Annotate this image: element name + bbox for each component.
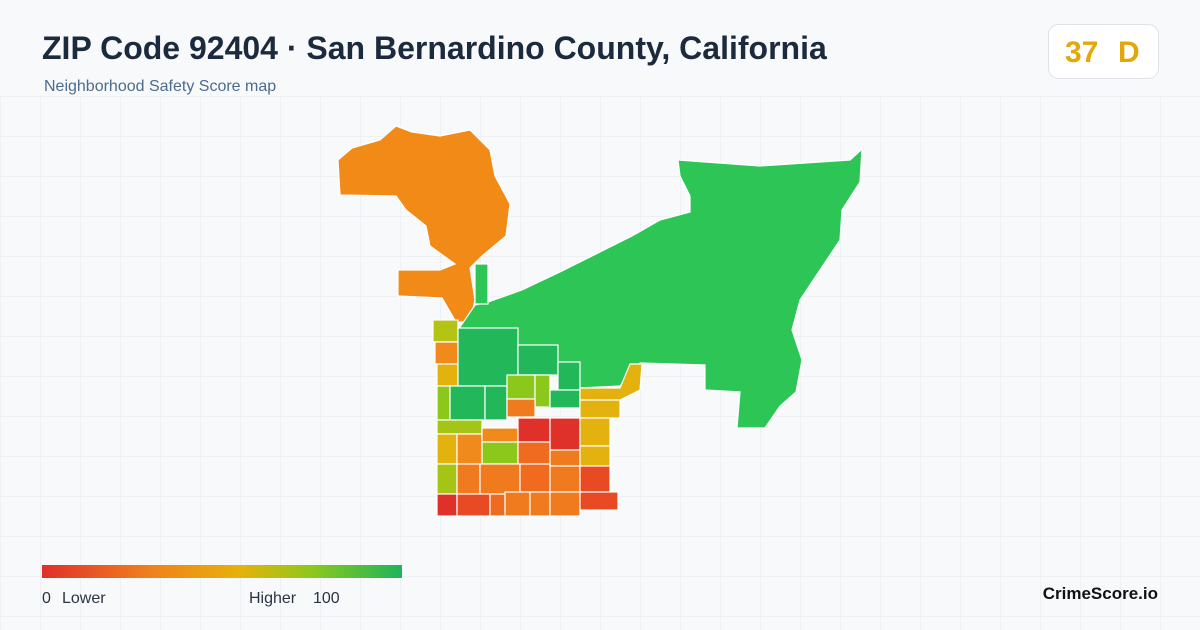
region <box>481 441 519 465</box>
region <box>436 363 459 387</box>
region <box>484 385 508 421</box>
score-value: 37 <box>1065 36 1098 69</box>
legend-min: 0 <box>42 590 51 607</box>
region <box>517 417 551 443</box>
region <box>489 493 506 517</box>
region <box>436 433 458 465</box>
region <box>549 465 581 493</box>
region <box>456 463 481 495</box>
region <box>549 491 581 517</box>
legend-max-label: Higher <box>249 590 297 607</box>
region <box>506 374 536 400</box>
title: ZIP Code 92404 · San Bernardino County, … <box>42 30 827 66</box>
map <box>337 125 863 517</box>
region <box>579 465 611 493</box>
region <box>549 449 581 467</box>
subtitle: Neighborhood Safety Score map <box>44 78 276 95</box>
legend-min-label: Lower <box>62 590 106 607</box>
region <box>504 491 531 517</box>
region <box>506 398 536 418</box>
brand: CrimeScore.io <box>1043 584 1158 603</box>
region <box>474 263 489 305</box>
region <box>436 419 483 435</box>
region <box>436 385 451 421</box>
region <box>579 491 619 511</box>
region <box>434 341 459 365</box>
legend-max: 100 <box>313 590 340 607</box>
region <box>456 493 491 517</box>
score-box <box>1048 24 1159 79</box>
region <box>517 441 551 465</box>
region <box>579 363 643 401</box>
region <box>436 463 458 495</box>
legend-scale <box>42 565 402 578</box>
region <box>432 319 459 343</box>
region <box>549 417 581 451</box>
region <box>456 433 483 465</box>
region <box>449 385 486 421</box>
region <box>457 147 863 429</box>
region <box>519 463 551 493</box>
region <box>436 493 458 517</box>
region <box>534 374 551 408</box>
region <box>481 427 519 443</box>
region <box>557 361 581 391</box>
region <box>549 389 581 409</box>
region <box>579 445 611 467</box>
score-grade: D <box>1118 36 1140 69</box>
region <box>579 417 611 447</box>
region <box>529 491 551 517</box>
region <box>479 463 521 495</box>
region <box>517 344 559 376</box>
